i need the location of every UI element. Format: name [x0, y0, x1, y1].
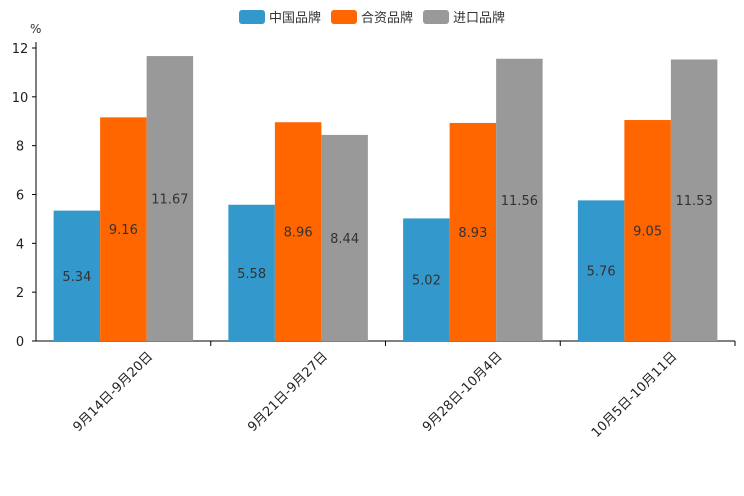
- bar: [670, 59, 718, 342]
- y-tick-label: 2: [16, 286, 24, 301]
- bar-value-label: 5.34: [62, 270, 91, 285]
- y-tick-label: 8: [16, 140, 24, 155]
- bar-value-label: 8.44: [330, 232, 359, 247]
- bar-value-label: 11.53: [676, 194, 713, 209]
- bar: [449, 122, 497, 341]
- y-tick-label: 4: [16, 237, 24, 252]
- y-axis-unit: %: [30, 22, 41, 36]
- bar-value-label: 8.93: [458, 226, 487, 241]
- bar-value-label: 5.58: [237, 267, 266, 282]
- legend-item-joint-venture[interactable]: 合资品牌: [330, 7, 413, 26]
- bar: [403, 218, 450, 341]
- bar: [53, 210, 101, 341]
- legend-swatch-domestic: [238, 9, 265, 24]
- legend-label-joint-venture: 合资品牌: [360, 11, 413, 26]
- y-tick-label: 12: [12, 42, 29, 57]
- bar-value-label: 8.96: [284, 226, 313, 241]
- bar: [321, 134, 368, 341]
- bar-value-label: 11.67: [151, 193, 188, 208]
- x-category-label: 10月5日-10月11日: [589, 349, 681, 441]
- bar: [100, 117, 147, 342]
- bar: [624, 120, 671, 341]
- y-tick-label: 6: [16, 189, 24, 204]
- legend-label-imported: 进口品牌: [453, 11, 506, 26]
- bar: [274, 122, 322, 341]
- x-category-label: 9月28日-10月4日: [420, 349, 506, 435]
- bar: [146, 56, 194, 342]
- y-tick-label: 10: [12, 91, 29, 106]
- bar-value-label: 5.76: [587, 265, 616, 280]
- bar: [496, 58, 543, 341]
- x-category-label: 9月14日-9月20日: [70, 349, 156, 435]
- legend-swatch-joint-venture: [330, 9, 357, 24]
- legend-item-domestic[interactable]: 中国品牌: [238, 7, 321, 26]
- bar-value-label: 9.05: [633, 225, 662, 240]
- bar: [228, 204, 275, 341]
- y-tick-label: 0: [16, 335, 24, 350]
- bar-value-label: 5.02: [412, 274, 441, 289]
- bar-value-label: 11.56: [501, 194, 538, 209]
- chart-legend: 中国品牌 合资品牌 进口品牌: [0, 7, 744, 26]
- x-category-label: 9月21日-9月27日: [245, 349, 331, 435]
- bar: [577, 200, 625, 341]
- legend-item-imported[interactable]: 进口品牌: [423, 7, 505, 26]
- bar-value-label: 9.16: [109, 223, 138, 238]
- legend-label-domestic: 中国品牌: [268, 11, 321, 26]
- legend-swatch-imported: [423, 9, 449, 24]
